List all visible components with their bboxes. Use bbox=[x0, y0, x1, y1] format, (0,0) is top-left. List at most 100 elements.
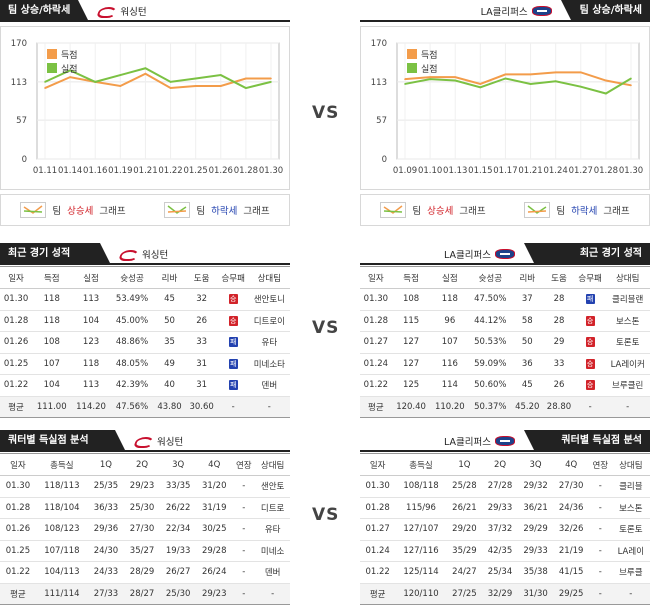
result-badge: 패 bbox=[228, 337, 238, 348]
table-cell: 29 bbox=[543, 331, 575, 354]
table-cell: - bbox=[232, 497, 256, 519]
table-row: 01.22 104 113 42.39% 40 31 패 덴버 bbox=[0, 374, 290, 397]
column-header: 4Q bbox=[553, 453, 589, 476]
table-cell: 48.05% bbox=[110, 353, 154, 375]
table-cell: 25/34 bbox=[482, 561, 518, 584]
data-point bbox=[454, 76, 457, 78]
right-recent-team: LA클리퍼스 bbox=[444, 250, 491, 261]
data-point bbox=[605, 79, 607, 82]
table-cell: 123 bbox=[71, 331, 111, 354]
table-cell: 29/36 bbox=[87, 518, 124, 541]
x-tick-label: 01.28 bbox=[594, 166, 618, 176]
table-cell: 01.25 bbox=[0, 540, 36, 562]
table-cell: 29/28 bbox=[196, 540, 233, 562]
y-tick-label: 57 bbox=[376, 116, 387, 126]
divider bbox=[360, 20, 650, 22]
average-row: 평균 120/110 27/25 32/29 31/30 29/25- - bbox=[360, 583, 650, 605]
data-point bbox=[579, 71, 582, 74]
data-point bbox=[44, 81, 46, 83]
table-cell: 50 bbox=[511, 331, 544, 354]
column-header: 득점 bbox=[32, 266, 72, 289]
column-header: 일자 bbox=[0, 266, 33, 289]
column-header: 승무패 bbox=[217, 266, 249, 289]
x-tick-label: 01.17 bbox=[493, 166, 517, 176]
table-cell: 31/30 bbox=[517, 583, 554, 605]
table-cell: 클리블랜 bbox=[605, 288, 650, 311]
x-tick-label: 01.22 bbox=[158, 166, 182, 176]
table-cell: 평균 bbox=[360, 396, 392, 418]
table-cell: 32/26 bbox=[553, 518, 589, 541]
table-cell: 01.24 bbox=[360, 353, 392, 375]
column-header: 연장 bbox=[588, 453, 612, 476]
table-cell: 30.60 bbox=[185, 396, 218, 418]
table-cell: 36/33 bbox=[87, 497, 124, 519]
table-cell: 토론토 bbox=[611, 518, 650, 541]
table-cell: 평균 bbox=[360, 583, 396, 605]
column-header: 슛성공 bbox=[469, 266, 512, 289]
table-cell: 125 bbox=[391, 374, 431, 397]
down-trend-icon bbox=[524, 202, 551, 218]
table-header-row: 일자 득점 실점 슛성공 리바 도움 승무패 상대팀 bbox=[0, 266, 290, 289]
table-cell: - bbox=[232, 540, 256, 562]
table-cell: 미네소 bbox=[255, 540, 290, 562]
table-cell: 118 bbox=[71, 353, 111, 375]
left-recent-header: 최근 경기 성적 워싱턴 bbox=[0, 243, 290, 265]
legend-swatch bbox=[407, 63, 417, 73]
y-tick-label: 57 bbox=[16, 116, 27, 126]
table-cell: 96 bbox=[430, 310, 470, 332]
table-cell: 24/33 bbox=[87, 561, 124, 584]
table-row: 01.28 115 96 44.12% 58 28 승 보스톤 bbox=[360, 310, 650, 332]
x-tick-label: 01.27 bbox=[569, 166, 593, 176]
column-header: 슛성공 bbox=[110, 266, 154, 289]
legend-swatch bbox=[407, 49, 417, 59]
result-badge: 패 bbox=[228, 358, 238, 369]
table-cell: 45.00% bbox=[110, 310, 154, 332]
x-tick-label: 01.24 bbox=[543, 166, 567, 176]
x-tick-label: 01.26 bbox=[209, 166, 233, 176]
data-point bbox=[94, 81, 97, 83]
x-tick-label: 01.16 bbox=[83, 166, 107, 176]
legend-label: 실점 bbox=[421, 63, 438, 75]
data-point bbox=[630, 84, 632, 87]
table-cell: 01.27 bbox=[360, 331, 392, 354]
column-header: 3Q bbox=[160, 453, 197, 476]
table-row: 01.24 127 116 59.09% 36 33 승 LA레이커 bbox=[360, 353, 650, 375]
table-cell: - bbox=[588, 497, 612, 519]
right-recent-table: 일자 득점 실점 슛성공 리바 도움 승무패 상대팀 01.30 108 118 47.50% 37 28… bbox=[360, 266, 650, 418]
vs-label: VS bbox=[312, 505, 340, 525]
x-tick-label: 01.11 bbox=[33, 166, 57, 176]
table-cell: 브루클 bbox=[611, 561, 650, 584]
table-cell: 35/29 bbox=[446, 540, 483, 562]
right-trend-chart: 170 113 57 0 01.09 01.10 01.13 01.15 01.17 01.21 0… bbox=[360, 26, 650, 190]
data-point bbox=[245, 77, 247, 80]
column-header: 일자 bbox=[0, 453, 36, 476]
table-row: 01.27 127/107 29/20 37/32 29/29 32/26- 토론토 bbox=[360, 518, 650, 541]
table-row: 01.25 107/118 24/30 35/27 19/33 29/28- 미네소 bbox=[0, 540, 290, 562]
column-header: 총득실 bbox=[35, 453, 88, 476]
table-cell: 29/29 bbox=[517, 518, 554, 541]
table-cell: 116 bbox=[430, 353, 470, 375]
table-cell: 40 bbox=[153, 374, 186, 397]
table-cell: 108/118 bbox=[395, 475, 447, 498]
vs-label: VS bbox=[312, 103, 340, 123]
column-header: 상대팀 bbox=[611, 453, 650, 476]
column-header: 일자 bbox=[360, 453, 396, 476]
table-cell: 33/35 bbox=[160, 475, 197, 498]
table-cell: 01.25 bbox=[0, 353, 33, 375]
table-cell: 49 bbox=[153, 353, 186, 375]
table-row: 01.24 127/116 35/29 42/35 29/33 21/19- LA레이 bbox=[360, 540, 650, 562]
x-tick-label: 01.19 bbox=[108, 166, 132, 176]
divider bbox=[0, 450, 290, 452]
table-cell: 01.30 bbox=[360, 288, 392, 311]
data-point bbox=[529, 83, 532, 85]
table-cell: - bbox=[574, 396, 606, 418]
left-quarter-header: 쿼터별 득실점 분석 워싱턴 bbox=[0, 430, 290, 452]
table-cell: 26/22 bbox=[160, 497, 197, 519]
data-point bbox=[69, 69, 71, 72]
legend-label: 득점 bbox=[421, 49, 438, 61]
table-cell: 127/107 bbox=[395, 518, 447, 541]
data-point bbox=[219, 74, 222, 76]
table-cell: 58 bbox=[511, 310, 544, 332]
data-point bbox=[44, 87, 46, 89]
